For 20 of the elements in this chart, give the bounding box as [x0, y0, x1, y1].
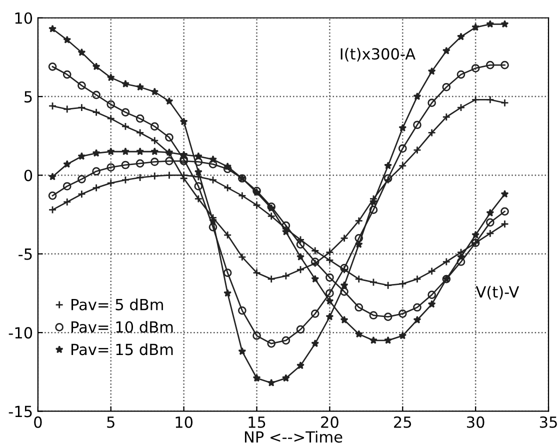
y-tick-label: -10 [8, 327, 32, 339]
x-tick-label: 30 [467, 416, 484, 428]
y-tick-label: 5 [24, 91, 32, 103]
x-tick-label: 35 [540, 416, 557, 428]
x-tick-label: 10 [176, 416, 193, 428]
y-tick-label: -15 [8, 406, 32, 418]
x-tick-label: 0 [34, 416, 42, 428]
y-tick-label: -5 [18, 248, 32, 260]
y-tick-label: 10 [15, 12, 32, 24]
x-tick-label: 25 [394, 416, 412, 428]
annotation: V(t)-V [476, 286, 520, 300]
legend-label: Pav= 5 dBm [72, 298, 163, 310]
x-axis-title: NP <-->Time [244, 430, 342, 443]
x-tick-label: 5 [107, 416, 114, 428]
y-tick-label: 0 [24, 170, 32, 182]
x-tick-label: 20 [321, 416, 338, 428]
x-tick-label: 15 [248, 416, 266, 428]
annotation: I(t)x300-A [340, 48, 416, 62]
legend-label: Pav= 10 dBm [72, 320, 173, 333]
legend-label: Pav= 15 dBm [72, 343, 173, 356]
